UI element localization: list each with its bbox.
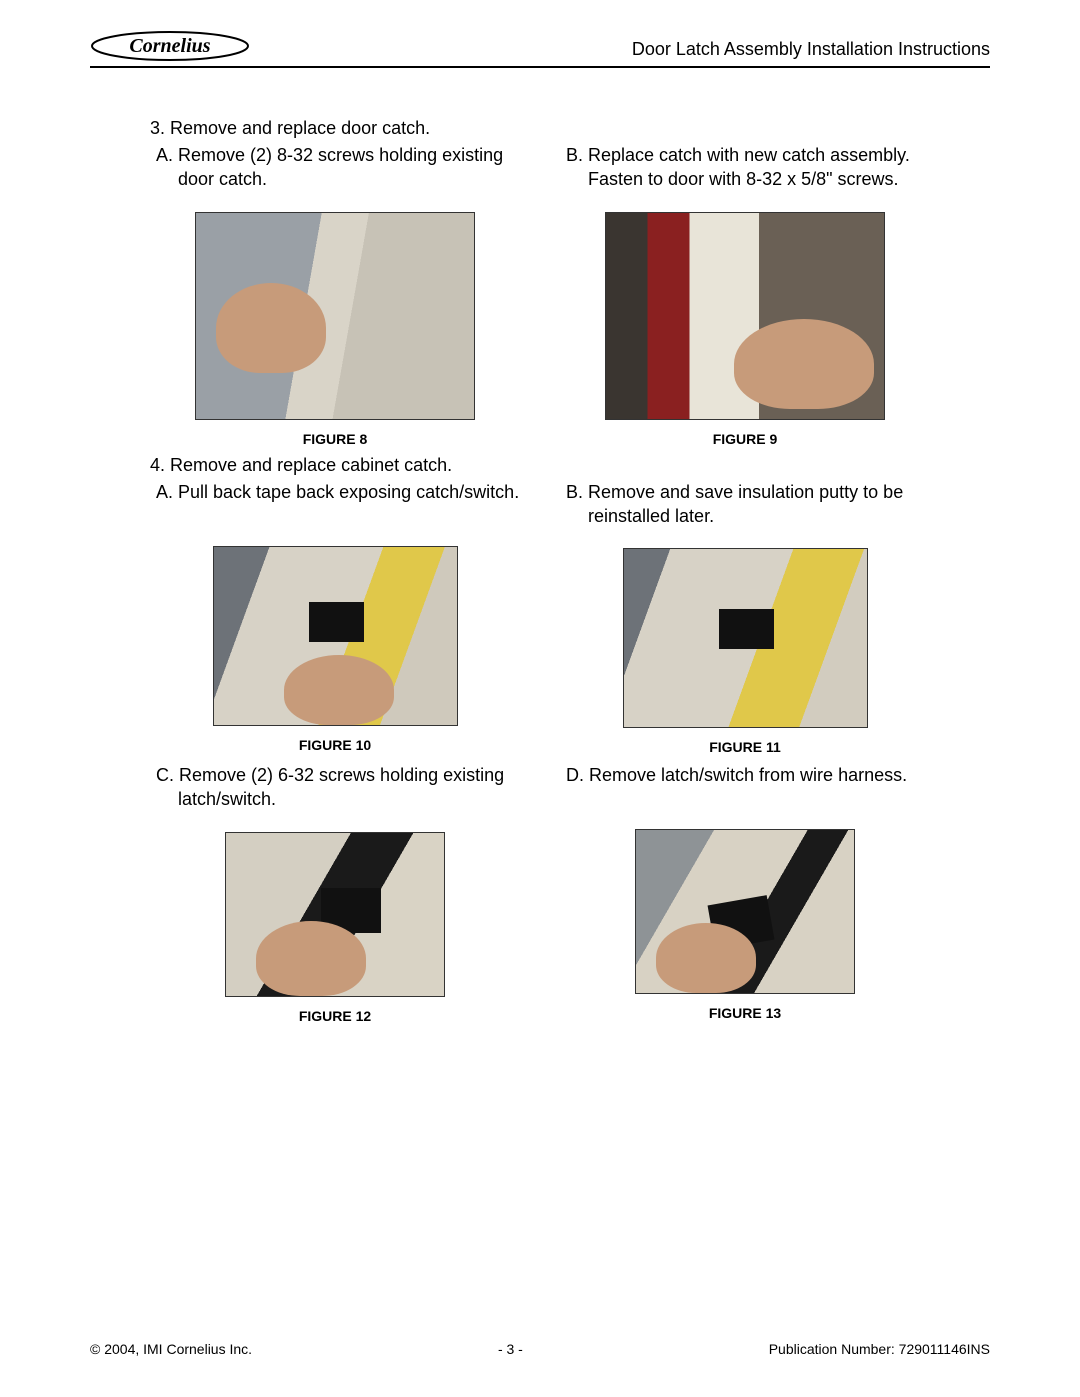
step-4d: D. Remove latch/switch from wire harness… (560, 763, 930, 787)
page-footer: © 2004, IMI Cornelius Inc. - 3 - Publica… (90, 1341, 990, 1357)
step-3a: A. Remove (2) 8-32 screws holding existi… (150, 143, 520, 192)
figure-8-caption: FIGURE 8 (150, 431, 520, 447)
step-3-title: 3. Remove and replace door catch. (150, 118, 930, 139)
svg-text:Cornelius: Cornelius (129, 35, 210, 57)
figure-12-caption: FIGURE 12 (150, 1008, 520, 1024)
figure-10-caption: FIGURE 10 (150, 737, 520, 753)
page-header: Cornelius Door Latch Assembly Installati… (90, 30, 990, 68)
figure-9-image (605, 212, 885, 420)
step-4c: C. Remove (2) 6-32 screws holding existi… (150, 763, 520, 812)
figure-9-caption: FIGURE 9 (560, 431, 930, 447)
figure-13-caption: FIGURE 13 (560, 1005, 930, 1021)
footer-publication: Publication Number: 729011146INS (769, 1341, 990, 1357)
header-title: Door Latch Assembly Installation Instruc… (632, 39, 990, 62)
content-area: 3. Remove and replace door catch. A. Rem… (90, 118, 990, 1024)
cornelius-logo: Cornelius (90, 30, 250, 62)
step-4a: A. Pull back tape back exposing catch/sw… (150, 480, 520, 504)
figure-11-image (623, 548, 868, 728)
figure-10-image (213, 546, 458, 726)
figure-13-image (635, 829, 855, 994)
footer-copyright: © 2004, IMI Cornelius Inc. (90, 1341, 252, 1357)
step-4-title: 4. Remove and replace cabinet catch. (150, 455, 930, 476)
footer-page-number: - 3 - (498, 1341, 523, 1357)
step-4b: B. Remove and save insulation putty to b… (560, 480, 930, 529)
figure-8-image (195, 212, 475, 420)
figure-11-caption: FIGURE 11 (560, 739, 930, 755)
step-3b: B. Replace catch with new catch assembly… (560, 143, 930, 192)
figure-12-image (225, 832, 445, 997)
